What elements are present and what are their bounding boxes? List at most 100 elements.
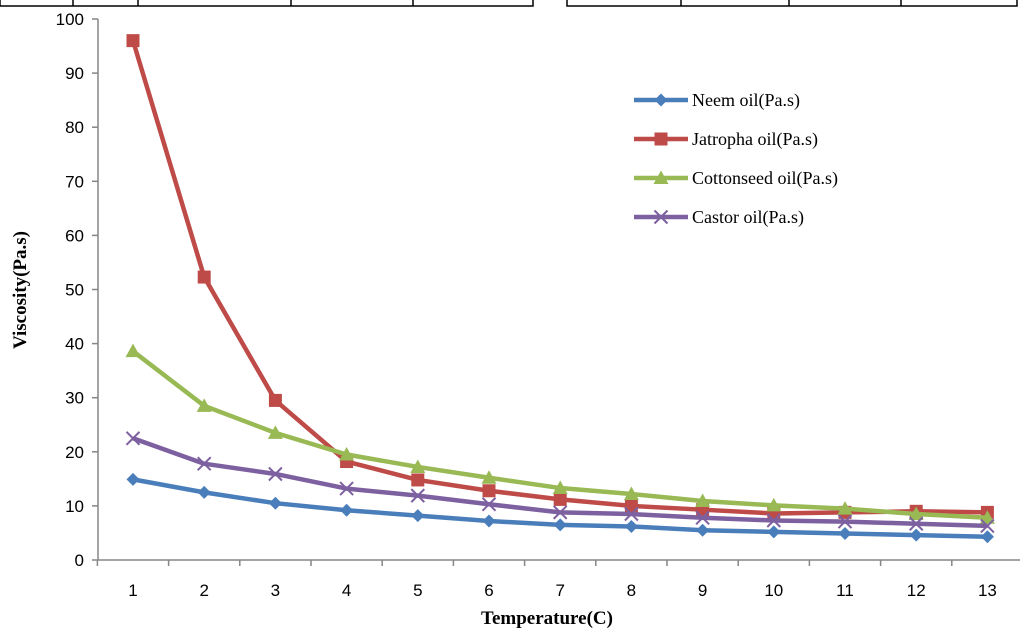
marker-stroke xyxy=(552,505,568,520)
marker-stroke xyxy=(481,497,497,512)
data-point xyxy=(908,506,924,521)
legend-marker xyxy=(654,93,668,107)
data-point xyxy=(980,518,995,534)
legend-label: Neem oil(Pa.s) xyxy=(692,90,800,111)
data-point xyxy=(340,503,354,517)
y-tick-label: 80 xyxy=(65,118,84,137)
marker-stroke xyxy=(410,488,426,503)
legend-item: Neem oil(Pa.s) xyxy=(634,90,800,111)
legend-marker xyxy=(654,132,668,146)
data-point xyxy=(766,513,782,528)
data-point xyxy=(196,398,212,412)
marker-stroke xyxy=(339,481,354,496)
data-point xyxy=(197,485,211,499)
y-tick-label: 60 xyxy=(65,226,84,245)
data-point xyxy=(126,34,140,48)
y-tick-label: 40 xyxy=(65,335,84,354)
data-point xyxy=(695,493,711,508)
cropped-table-fragment-right xyxy=(566,0,1018,7)
series-1 xyxy=(126,34,994,520)
marker-stroke xyxy=(980,518,995,534)
data-point xyxy=(838,526,852,540)
x-tick-label: 6 xyxy=(484,581,493,600)
data-point xyxy=(482,484,496,498)
y-tick-label: 30 xyxy=(65,389,84,408)
series-layer xyxy=(125,34,995,544)
legend-label: Cottonseed oil(Pa.s) xyxy=(692,168,838,189)
marker-stroke xyxy=(653,209,669,225)
marker-stroke xyxy=(624,506,639,522)
data-point xyxy=(411,473,425,487)
x-tick-label: 9 xyxy=(698,581,707,600)
data-point xyxy=(766,497,782,512)
data-point xyxy=(268,393,282,407)
cropped-table-fragment-left xyxy=(0,0,534,7)
data-point xyxy=(623,486,639,500)
data-point xyxy=(837,501,853,515)
x-tick-label: 4 xyxy=(342,581,351,600)
data-point xyxy=(125,431,141,446)
x-axis-title: Temperature(C) xyxy=(481,608,613,629)
y-tick-label: 10 xyxy=(65,497,84,516)
legend-label: Jatropha oil(Pa.s) xyxy=(692,129,818,150)
data-point xyxy=(553,518,567,532)
x-tick-label: 3 xyxy=(271,581,280,600)
data-point xyxy=(624,506,639,522)
marker-stroke xyxy=(695,510,710,526)
data-point xyxy=(767,525,781,539)
data-point xyxy=(979,510,995,524)
marker-stroke xyxy=(268,466,283,482)
data-point xyxy=(410,488,426,503)
data-point xyxy=(908,516,924,531)
data-point xyxy=(411,509,425,523)
data-point xyxy=(267,425,283,439)
series-line xyxy=(130,39,988,516)
marker-stroke xyxy=(196,456,212,471)
data-point xyxy=(481,470,497,484)
data-point xyxy=(909,528,923,542)
legend-item: Castor oil(Pa.s) xyxy=(634,207,804,228)
x-tick-label: 11 xyxy=(836,581,854,600)
series-2 xyxy=(125,343,995,524)
x-tick-label: 2 xyxy=(199,581,208,600)
data-point xyxy=(980,530,994,544)
legend-label: Castor oil(Pa.s) xyxy=(692,207,804,228)
data-point xyxy=(552,505,568,520)
data-point xyxy=(196,456,212,471)
x-tick-label: 10 xyxy=(764,581,783,600)
y-tick-label: 90 xyxy=(65,64,84,83)
series-0 xyxy=(126,472,994,544)
marker-stroke xyxy=(766,513,782,528)
data-point xyxy=(339,481,354,496)
data-point xyxy=(553,492,567,506)
x-tick-label: 7 xyxy=(555,581,564,600)
x-tick-label: 8 xyxy=(627,581,636,600)
data-point xyxy=(481,497,497,512)
legend-marker xyxy=(653,170,669,184)
data-point xyxy=(624,519,638,533)
y-tick-label: 50 xyxy=(65,281,84,300)
legend-marker xyxy=(653,209,669,225)
marker-stroke xyxy=(908,516,924,531)
data-point xyxy=(696,523,710,537)
data-point xyxy=(268,466,283,482)
y-tick-label: 70 xyxy=(65,172,84,191)
x-tick-label: 1 xyxy=(128,581,137,600)
y-axis-title: Viscosity(Pa.s) xyxy=(10,231,31,349)
y-tick-label: 100 xyxy=(56,10,84,29)
legend-item: Jatropha oil(Pa.s) xyxy=(634,129,818,150)
x-tick-label: 12 xyxy=(907,581,926,600)
y-tick-label: 20 xyxy=(65,443,84,462)
data-point xyxy=(268,496,282,510)
data-point xyxy=(339,447,355,461)
legend: Neem oil(Pa.s) Jatropha oil(Pa.s) Cottonse… xyxy=(634,90,838,228)
data-point xyxy=(695,510,710,526)
marker-stroke xyxy=(837,514,853,529)
data-point xyxy=(482,514,496,528)
x-tick-label: 13 xyxy=(978,581,997,600)
data-point xyxy=(125,343,141,358)
legend-item: Cottonseed oil(Pa.s) xyxy=(634,168,838,189)
data-point xyxy=(552,480,568,495)
marker-stroke xyxy=(125,431,141,446)
